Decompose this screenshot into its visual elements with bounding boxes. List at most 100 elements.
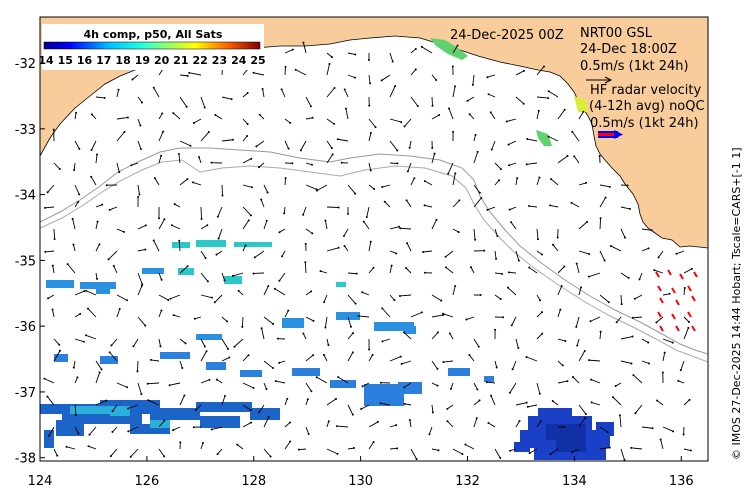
current-vector — [557, 360, 564, 366]
current-vector-head — [56, 454, 59, 457]
current-vector-head — [216, 215, 219, 218]
current-vector — [512, 360, 517, 370]
current-vector — [620, 360, 632, 364]
current-vector-head — [633, 297, 636, 300]
current-vector — [362, 382, 370, 387]
current-vector-head — [508, 208, 511, 211]
current-vector — [548, 136, 559, 142]
current-vector — [578, 111, 584, 120]
x-tick-label: 128 — [241, 474, 266, 489]
current-vector-head — [516, 177, 519, 180]
current-vector — [368, 74, 371, 84]
current-vector-head — [324, 219, 327, 222]
current-vector-head — [210, 428, 213, 431]
hf-radar-averaging: (4-12h avg) noQC — [589, 99, 705, 114]
current-vector — [179, 74, 188, 77]
current-vector — [473, 338, 480, 347]
current-vector — [305, 117, 313, 120]
current-vector-head — [246, 135, 249, 138]
current-vector-head — [291, 48, 294, 51]
current-vector-head — [571, 451, 574, 454]
current-vector — [635, 404, 643, 414]
current-vector — [658, 250, 664, 258]
current-vector — [232, 272, 244, 277]
current-vector-head — [661, 371, 664, 374]
current-vector — [74, 338, 84, 343]
current-vector-head — [498, 179, 501, 182]
current-vector-head — [216, 453, 219, 456]
current-vector-head — [206, 224, 209, 227]
current-vector — [447, 420, 454, 428]
current-vector — [137, 184, 140, 195]
current-vector-head — [679, 369, 682, 372]
current-vector — [116, 294, 128, 301]
current-vector — [508, 140, 517, 146]
current-vector — [234, 338, 244, 348]
current-vector — [263, 416, 270, 428]
current-vector-head — [454, 85, 457, 88]
current-vector — [449, 333, 454, 340]
current-vector-head — [607, 301, 610, 304]
current-vector — [368, 132, 372, 142]
current-vector — [443, 360, 454, 363]
current-vector — [515, 402, 527, 406]
current-vector-head — [353, 76, 356, 79]
current-vector-head — [663, 351, 666, 354]
hf-radar-arrow — [675, 299, 680, 306]
current-vector — [494, 294, 501, 300]
current-vector — [72, 244, 76, 252]
current-vector-head — [250, 421, 253, 424]
current-vector-head — [372, 441, 375, 444]
current-vector-head — [47, 434, 50, 437]
current-vector-head — [44, 250, 47, 253]
current-vector — [452, 228, 459, 233]
current-vector — [431, 404, 434, 413]
current-vector — [218, 228, 223, 239]
current-vector-head — [77, 200, 80, 203]
current-vector — [620, 206, 630, 210]
current-vector-head — [573, 155, 576, 158]
current-vector — [536, 96, 549, 99]
current-vector-head — [105, 399, 108, 402]
current-vector — [170, 294, 181, 300]
current-vector — [326, 398, 337, 406]
current-vector — [242, 404, 252, 411]
current-vector — [158, 219, 165, 230]
current-vector-head — [336, 138, 339, 141]
current-vector-head — [509, 449, 512, 452]
current-vector — [305, 228, 313, 234]
current-vector-head — [479, 294, 482, 297]
current-vector-head — [507, 143, 510, 146]
current-vector-head — [241, 325, 244, 328]
current-vector — [131, 162, 139, 166]
current-vector-head — [172, 112, 175, 115]
current-vector — [73, 360, 76, 368]
current-vector — [337, 425, 349, 428]
current-vector — [279, 360, 286, 364]
current-vector — [632, 316, 643, 319]
current-vector-head — [140, 393, 143, 396]
current-vector-head — [88, 433, 91, 436]
hf-radar-arrow — [655, 271, 660, 278]
current-vector — [368, 184, 375, 190]
current-vector — [274, 288, 286, 296]
current-vector — [116, 308, 121, 318]
current-vector-head — [405, 267, 408, 270]
current-vector-head — [129, 455, 132, 458]
current-vector-head — [373, 187, 376, 190]
current-vector — [573, 156, 580, 164]
current-vector — [112, 426, 118, 433]
x-tick-label: 126 — [134, 474, 159, 489]
current-vector — [380, 402, 391, 406]
current-vector — [494, 272, 503, 275]
current-vector-head — [252, 386, 255, 389]
current-vector-head — [631, 335, 634, 338]
current-vector — [275, 380, 286, 384]
current-vector-head — [478, 399, 481, 402]
current-vector — [515, 420, 520, 428]
current-vector — [324, 316, 328, 328]
current-vector-head — [237, 289, 240, 292]
current-vector-head — [537, 109, 540, 112]
current-vector-head — [228, 356, 231, 359]
current-vector — [48, 426, 55, 437]
